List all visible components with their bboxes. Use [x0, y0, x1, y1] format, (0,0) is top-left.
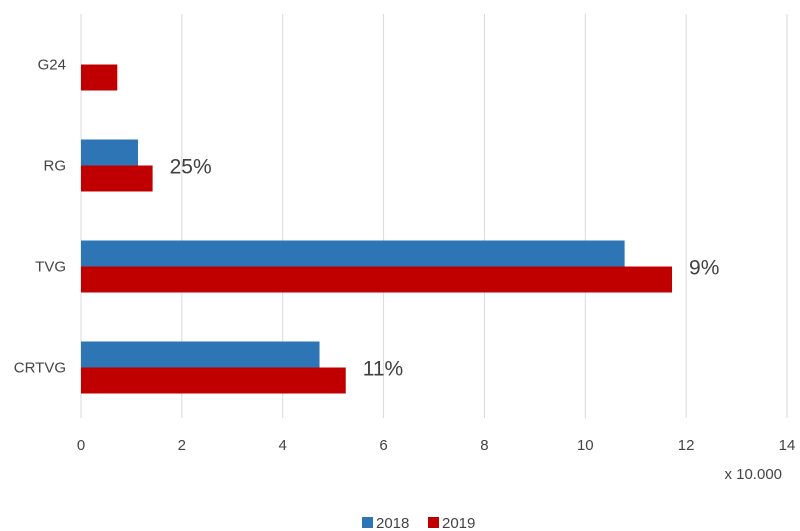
bar-g24-2019: [81, 64, 118, 91]
category-label-crtvg: CRTVG: [14, 360, 66, 377]
growth-label-tvg: 9%: [689, 257, 719, 280]
bar-rg-2018: [81, 139, 138, 166]
bar-crtvg-2019: [81, 367, 346, 394]
x-axis-unit-label: x 10.000: [724, 466, 782, 483]
growth-label-rg: 25%: [170, 156, 212, 179]
legend: 2018 2019: [362, 515, 475, 531]
bar-tvg-2018: [81, 240, 625, 267]
legend-label-2018: 2018: [376, 515, 409, 531]
legend-label-2019: 2019: [442, 515, 475, 531]
x-tick-label-6: 6: [379, 437, 387, 454]
x-tick-label-4: 4: [279, 437, 287, 454]
category-label-tvg: TVG: [35, 259, 66, 276]
bar-rg-2019: [81, 165, 153, 192]
x-tick-label-12: 12: [678, 437, 695, 454]
axis-layer: 0 2 4 6 8 10 12 14 G24 RG TVG CRTVG: [14, 57, 796, 455]
growth-label-crtvg: 11%: [363, 358, 403, 381]
x-tick-label-2: 2: [178, 437, 186, 454]
bar-tvg-2019: [81, 266, 673, 293]
bar-crtvg-2018: [81, 341, 320, 368]
x-tick-label-14: 14: [779, 437, 796, 454]
category-label-rg: RG: [44, 158, 67, 175]
x-tick-label-0: 0: [77, 437, 85, 454]
legend-swatch-2018: [362, 517, 373, 528]
category-label-g24: G24: [38, 57, 66, 74]
label-layer: 25% 9% 11%: [170, 156, 720, 381]
x-tick-label-10: 10: [577, 437, 594, 454]
x-tick-label-8: 8: [480, 437, 488, 454]
bar-layer: [81, 64, 673, 394]
legend-swatch-2019: [428, 517, 439, 528]
grid-layer: [80, 14, 788, 418]
